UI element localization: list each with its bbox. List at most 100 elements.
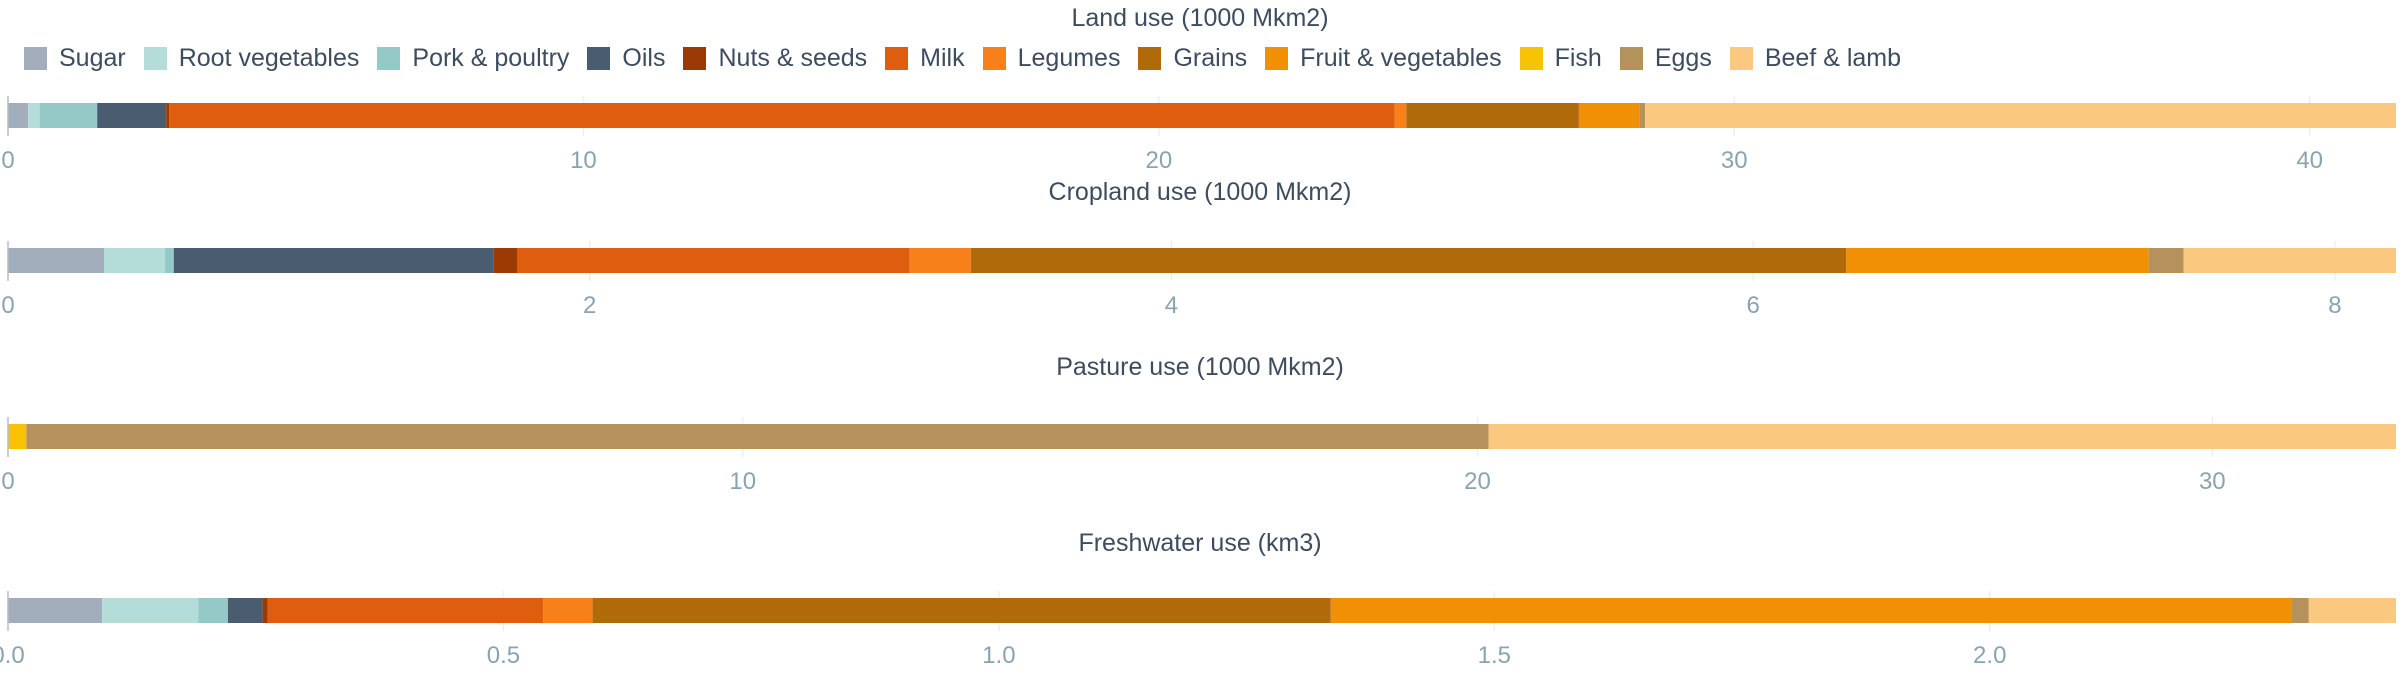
bar-segment-grains[interactable] [970,248,1847,273]
bar-segment-grains[interactable] [592,598,1331,623]
legend-item-sugar[interactable]: Sugar [24,44,126,73]
legend-swatch [143,46,167,70]
tick-label: 0 [1,292,14,319]
bar-segment-nuts-and-seeds[interactable] [493,248,518,273]
bar-segment-beef-and-lamb[interactable] [1645,103,2396,128]
legend-label: Nuts & seeds [718,43,868,72]
legend-swatch [982,46,1006,70]
bar-segment-root-vegetables[interactable] [102,598,199,623]
legend-item-fish[interactable]: Fish [1519,43,1602,73]
tick-label: 8 [2328,292,2341,319]
chart-legend: Sugar Root vegetables Pork & poultry Oils Nu… [24,42,1919,74]
legend-label: Milk [920,43,965,72]
tick-label: 40 [2296,147,2323,174]
panel-freshwater-use: Freshwater use (km3) 0.0 0.5 1.0 1.5 2.0 [0,529,2396,669]
legend-swatch [587,46,611,70]
tick-label: 1.5 [1478,642,1511,669]
legend-label: Fish [1554,43,1602,72]
legend-swatch [1519,46,1543,70]
tick-label: 4 [1165,292,1178,319]
bar-segment-sugar[interactable] [8,103,29,128]
legend-label: Sugar [59,43,126,72]
bar-segment-grains[interactable] [1406,103,1579,128]
tick-label: 0 [1,147,14,174]
tick-label: 30 [2199,468,2226,495]
bar-segment-legumes[interactable] [543,598,593,623]
legend-item-nuts-and-seeds[interactable]: Nuts & seeds [683,44,867,73]
tick-label: 10 [729,468,756,495]
tick-label: 1.0 [982,642,1015,669]
legend-item-fruit-and-vegetables[interactable]: Fruit & vegetables [1265,44,1502,73]
legend-swatch [24,46,47,70]
bar-segment-beef-and-lamb[interactable] [2183,248,2396,273]
legend-label: Root vegetables [178,43,360,72]
bar-segment-pork-and-poultry[interactable] [165,248,174,273]
legend-item-oils[interactable]: Oils [587,44,665,73]
legend-item-pork-and-poultry[interactable]: Pork & poultry [377,44,569,73]
panel-title: Pasture use (1000 Mkm2) [1056,353,1344,381]
bar-segment-eggs[interactable] [2291,598,2309,623]
bar-segment-sugar[interactable] [8,598,103,623]
legend-swatch [1138,46,1162,70]
bar-segment-sugar[interactable] [8,248,104,273]
bar-segment-fruit-and-vegetables[interactable] [1846,248,2149,273]
tick-label: 0 [1,468,14,495]
panel-title: Cropland use (1000 Mkm2) [1049,178,1352,206]
legend-swatch [1265,46,1289,70]
bar-segment-fruit-and-vegetables[interactable] [1330,598,2292,623]
panel-cropland-use: Cropland use (1000 Mkm2) 0 2 4 6 8 [1,178,2396,319]
panel-title: Freshwater use (km3) [1078,529,1321,557]
tick-label: 2.0 [1973,642,2006,669]
legend-swatch [1619,46,1643,70]
legend-item-milk[interactable]: Milk [885,43,965,73]
legend-label: Oils [622,43,666,72]
bar-segment-eggs[interactable] [2148,248,2184,273]
bar-segment-beef-and-lamb[interactable] [2308,598,2396,623]
bar-segment-pork-and-poultry[interactable] [198,598,228,623]
legend-swatch [377,46,401,70]
bar-segment-oils[interactable] [173,248,494,273]
tick-label: 20 [1464,468,1491,495]
bar-segment-nuts-and-seeds[interactable] [166,103,170,128]
legend-item-legumes[interactable]: Legumes [982,44,1120,73]
bar-segment-oils[interactable] [97,103,167,128]
legend-item-root-vegetables[interactable]: Root vegetables [143,43,360,73]
bar-segment-beef-and-lamb[interactable] [1488,424,2396,449]
legend-swatch [1729,46,1753,70]
panel-pasture-use: Pasture use (1000 Mkm2) 0 10 20 30 [1,353,2396,495]
tick-label: 0.0 [0,642,25,669]
legend-item-eggs[interactable]: Eggs [1619,43,1712,73]
legend-swatch [683,46,707,70]
bar-segment-milk[interactable] [517,248,910,273]
bar-segment-legumes[interactable] [909,248,971,273]
legend-label: Grains [1173,43,1248,72]
bar-segment-fruit-and-vegetables[interactable] [1578,103,1640,128]
bar-segment-milk[interactable] [169,103,1395,128]
panel-land-use: Land use (1000 Mkm2) 0 10 20 30 40 [1,4,2396,174]
legend-item-beef-and-lamb[interactable]: Beef & lamb [1729,43,1902,73]
bar-segment-root-vegetables[interactable] [103,248,166,273]
legend-label: Pork & poultry [412,43,570,72]
bar-segment-legumes[interactable] [1394,103,1407,128]
legend-label: Eggs [1654,43,1712,72]
bar-segment-pork-and-poultry[interactable] [39,103,98,128]
tick-label: 6 [1747,292,1760,319]
bar-segment-nuts-and-seeds[interactable] [262,598,268,623]
legend-item-grains[interactable]: Grains [1138,44,1247,73]
bar-segment-root-vegetables[interactable] [28,103,40,128]
tick-label: 30 [1721,147,1748,174]
tick-label: 2 [583,292,596,319]
legend-swatch [885,46,909,70]
bar-segment-oils[interactable] [227,598,263,623]
tick-label: 10 [570,147,597,174]
tick-label: 0.5 [487,642,520,669]
bar-segment-milk[interactable] [267,598,544,623]
legend-label: Fruit & vegetables [1300,43,1502,72]
bar-segment-eggs[interactable] [1639,103,1646,128]
tick-label: 20 [1145,147,1172,174]
bar-segment-eggs[interactable] [26,424,1489,449]
panel-title: Land use (1000 Mkm2) [1071,4,1328,32]
legend-label: Beef & lamb [1764,43,1902,72]
bar-segment-fish[interactable] [8,424,27,449]
